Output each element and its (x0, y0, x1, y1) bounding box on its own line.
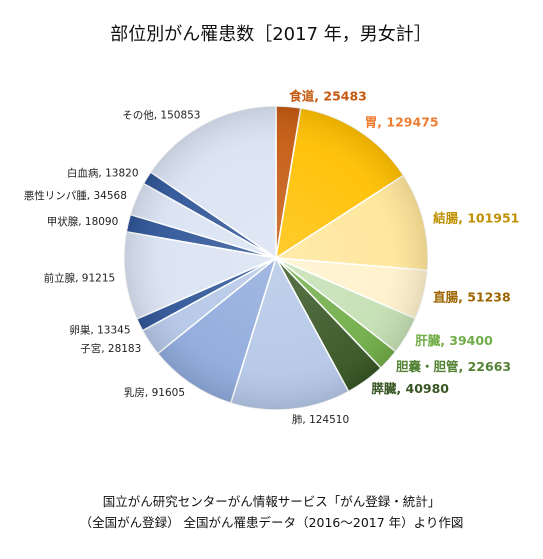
slice-label-2: 結腸, 101951 (433, 210, 519, 225)
slice-label-11: 前立腺, 91215 (44, 271, 116, 284)
pie-slices (123, 105, 429, 411)
slice-label-15: その他, 150853 (122, 109, 200, 122)
slice-label-10: 卵巣, 13345 (69, 323, 130, 336)
slice-label-12: 甲状腺, 18090 (47, 215, 119, 228)
slice-label-3: 直腸, 51238 (433, 289, 511, 304)
source-caption-line-1: 国立がん研究センターがん情報サービス「がん登録・統計」 (102, 494, 441, 509)
slice-label-8: 乳房, 91605 (124, 386, 185, 399)
slice-labels: 食道, 25483 胃, 129475 結腸, 101951 直腸, 51238 肝臓,… (24, 89, 520, 427)
slice-label-13: 悪性リンパ腫, 34568 (24, 189, 127, 202)
chart-title: 部位別がん罹患数［2017 年，男女計］ (110, 24, 432, 45)
slice-label-7: 肺, 124510 (292, 414, 349, 426)
slice-label-1: 胃, 129475 (365, 115, 439, 130)
slice-label-14: 白血病, 13820 (67, 166, 139, 179)
slice-label-0: 食道, 25483 (288, 89, 367, 104)
slice-label-9: 子宮, 28183 (80, 342, 141, 355)
source-caption-line-2: （全国がん登録） 全国がん罹患データ（2016～2017 年）より作図 (79, 515, 464, 530)
slice-label-5: 胆嚢・胆管, 22663 (396, 359, 511, 374)
pie-chart: 部位別がん罹患数［2017 年，男女計］ 食道, 25483 胃, 129475 結… (24, 24, 520, 427)
slice-label-6: 膵臓, 40980 (371, 381, 449, 396)
slice-label-4: 肝臓, 39400 (415, 333, 493, 348)
